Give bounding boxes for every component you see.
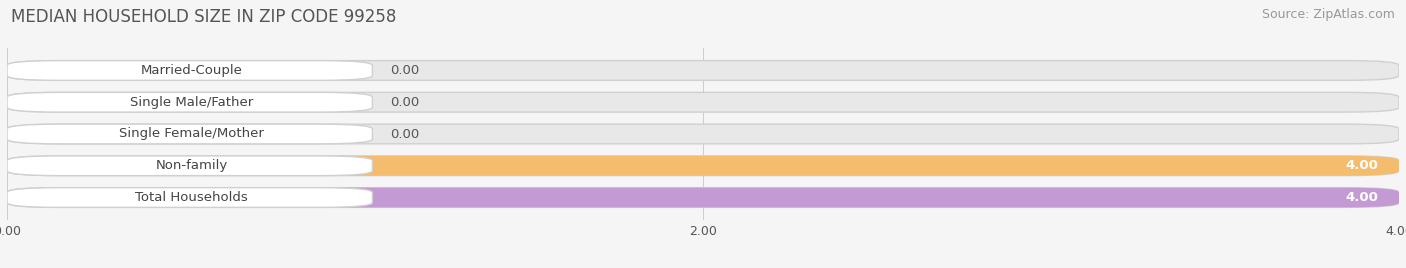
Text: Single Female/Mother: Single Female/Mother (120, 128, 264, 140)
Text: 4.00: 4.00 (1346, 191, 1378, 204)
FancyBboxPatch shape (7, 188, 373, 207)
FancyBboxPatch shape (7, 61, 373, 80)
Text: Non-family: Non-family (155, 159, 228, 172)
FancyBboxPatch shape (7, 124, 373, 144)
Text: MEDIAN HOUSEHOLD SIZE IN ZIP CODE 99258: MEDIAN HOUSEHOLD SIZE IN ZIP CODE 99258 (11, 8, 396, 26)
FancyBboxPatch shape (7, 124, 1399, 144)
Text: Source: ZipAtlas.com: Source: ZipAtlas.com (1261, 8, 1395, 21)
Text: Married-Couple: Married-Couple (141, 64, 242, 77)
FancyBboxPatch shape (7, 92, 373, 112)
FancyBboxPatch shape (7, 156, 373, 176)
Text: 4.00: 4.00 (1346, 159, 1378, 172)
FancyBboxPatch shape (7, 188, 1399, 207)
FancyBboxPatch shape (7, 92, 1399, 112)
FancyBboxPatch shape (7, 156, 1399, 176)
FancyBboxPatch shape (7, 61, 1399, 80)
Text: Total Households: Total Households (135, 191, 247, 204)
FancyBboxPatch shape (7, 156, 1399, 176)
Text: 0.00: 0.00 (389, 128, 419, 140)
Text: 0.00: 0.00 (389, 96, 419, 109)
Text: Single Male/Father: Single Male/Father (129, 96, 253, 109)
Text: 0.00: 0.00 (389, 64, 419, 77)
FancyBboxPatch shape (7, 188, 1399, 207)
